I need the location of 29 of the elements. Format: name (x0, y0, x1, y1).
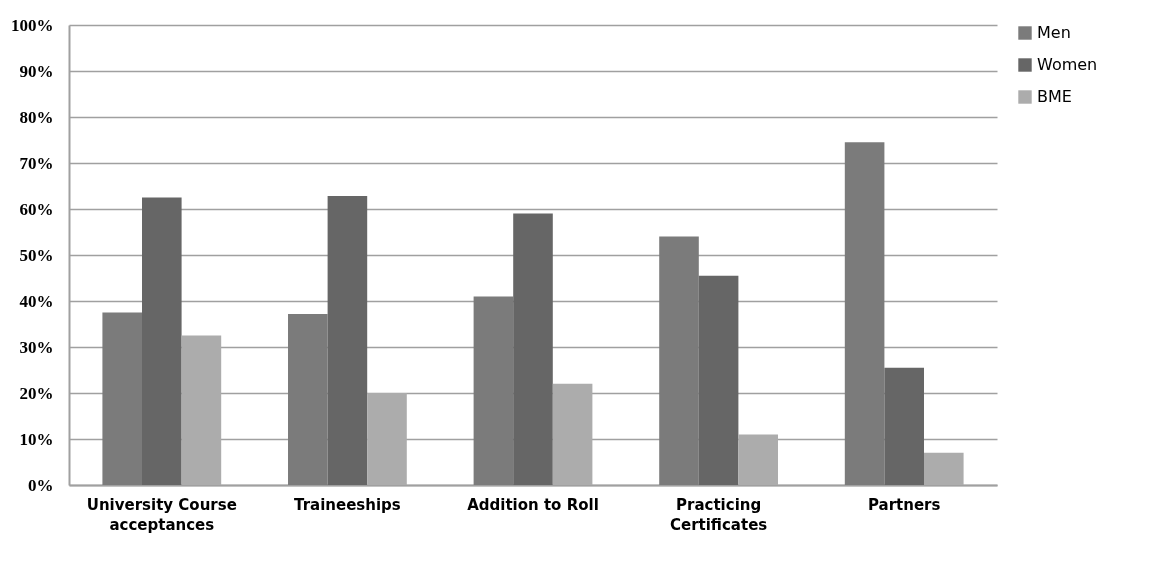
y-tick-label: 80% (19, 107, 54, 127)
x-tick-label: University Course acceptances (86, 495, 237, 534)
bar (884, 367, 924, 485)
legend-label: BME (1037, 87, 1072, 106)
y-tick-label: 90% (19, 61, 54, 81)
bar (659, 236, 699, 485)
y-tick-label: 100% (11, 15, 54, 35)
bar (288, 313, 328, 485)
y-tick-label: 60% (19, 199, 54, 219)
y-tick-label: 30% (19, 337, 54, 357)
y-tick-label: 70% (19, 153, 54, 173)
bar (844, 142, 885, 485)
y-tick-label: 0% (28, 475, 54, 495)
x-tick-label: Partners (867, 495, 941, 514)
bar (102, 312, 142, 485)
x-tick-label: Practicing Certificates (669, 495, 768, 534)
y-tick-label: 10% (19, 429, 54, 449)
bar (327, 196, 368, 485)
y-tick-label: 50% (19, 245, 54, 265)
y-tick-label: 40% (19, 291, 54, 311)
bar (473, 296, 514, 485)
legend-label: Women (1037, 55, 1098, 74)
bar (513, 213, 553, 485)
bar (142, 197, 182, 485)
bar (698, 275, 739, 485)
x-tick-label: Addition to Roll (467, 495, 599, 514)
x-tick-label: Traineeships (294, 495, 401, 514)
legend-label: Men (1037, 23, 1071, 42)
y-tick-label: 20% (19, 383, 54, 403)
